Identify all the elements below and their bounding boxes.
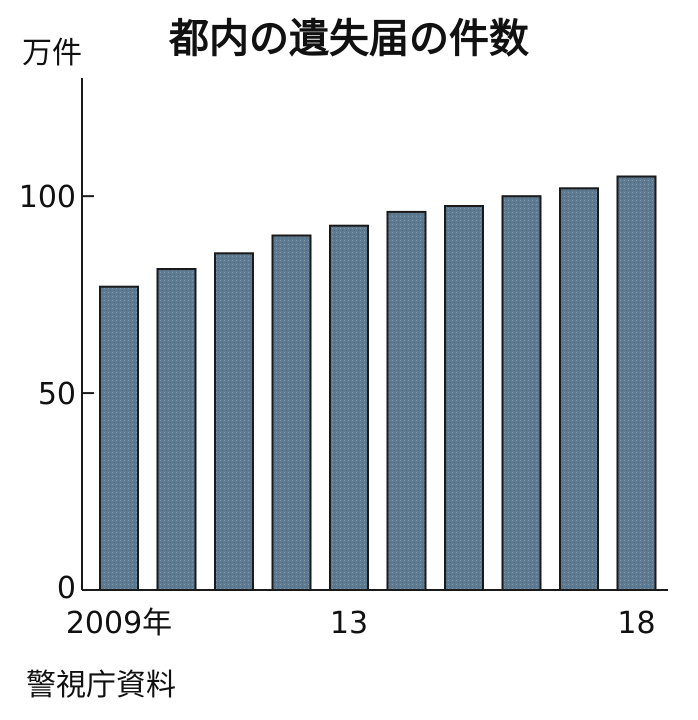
y-tick-label-0: 0 xyxy=(57,571,76,606)
bar-2015 xyxy=(444,205,484,591)
x-axis-labels: 2009年 13 18 xyxy=(66,606,656,641)
bar-2016 xyxy=(501,195,542,591)
bar-2012 xyxy=(271,234,312,591)
bar-2011 xyxy=(214,252,254,592)
y-axis-unit-label: 万件 xyxy=(22,36,82,71)
x-tick-label-2013: 13 xyxy=(330,606,368,641)
bar-2018 xyxy=(616,175,657,591)
chart-title: 都内の遺失届の件数 xyxy=(168,16,529,62)
bars xyxy=(99,175,657,592)
x-tick-label-2018: 18 xyxy=(617,606,655,641)
bar-2014 xyxy=(386,210,427,591)
y-tick-label-50: 50 xyxy=(38,377,76,412)
bar-2009 xyxy=(99,285,139,591)
bar-2017 xyxy=(559,187,599,592)
y-axis-ticks: 0 50 100 xyxy=(19,180,94,606)
bar-2010 xyxy=(156,268,197,591)
x-tick-label-2009: 2009年 xyxy=(66,606,172,641)
source-label: 警視庁資料 xyxy=(26,668,176,703)
bar-2013 xyxy=(329,224,369,591)
y-tick-label-100: 100 xyxy=(19,180,76,215)
